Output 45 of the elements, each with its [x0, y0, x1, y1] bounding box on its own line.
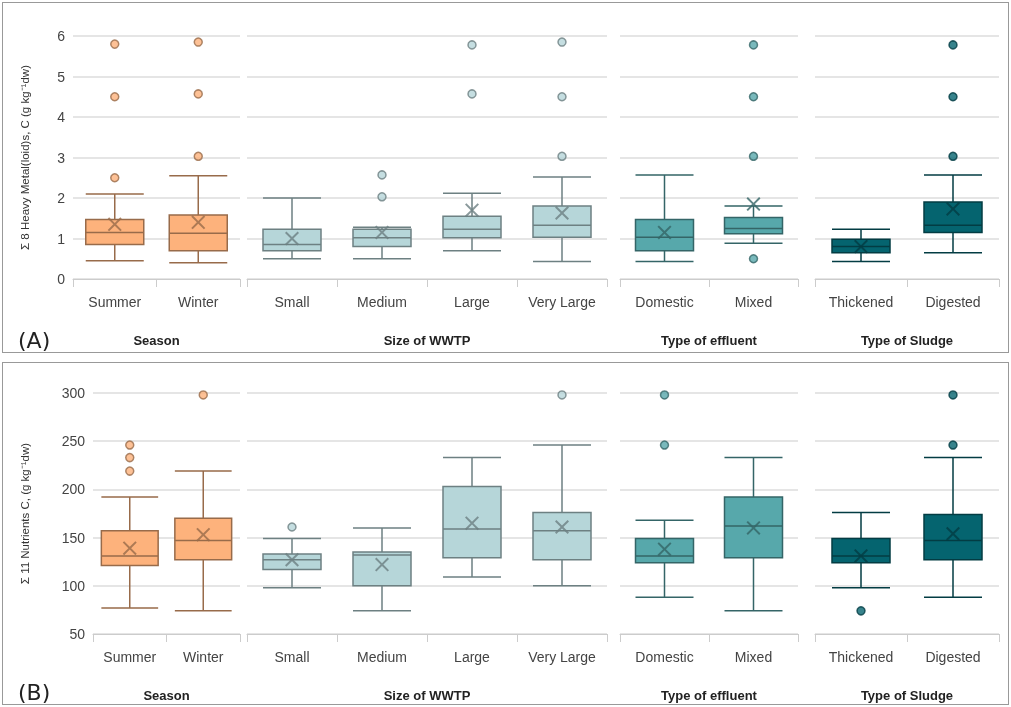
x-axis-title: Size of WWTP	[383, 333, 471, 348]
x-axis-title: Season	[143, 688, 190, 703]
x-tick-label: Small	[274, 649, 310, 665]
y-tick-label: 1	[57, 230, 66, 247]
text: (B)	[18, 679, 51, 705]
x-tick-label: Thickened	[828, 649, 894, 665]
y-axis-title: Σ 11 Nutrients C, (g kg⁻¹dw)	[19, 442, 31, 585]
y-tick-label: 4	[57, 109, 66, 125]
x-tick-label: Summer	[88, 294, 142, 310]
x-tick-label: Winter	[183, 649, 224, 665]
x-tick-label: Small	[274, 294, 310, 310]
y-tick-label: 100	[61, 577, 86, 594]
y-tick-label: 3	[57, 149, 66, 166]
x-axis-title: Season	[133, 333, 180, 348]
x-tick-label: Mixed	[734, 294, 773, 310]
x-tick-label: Medium	[357, 649, 407, 665]
x-axis-title: Type of Sludge	[860, 333, 954, 348]
x-tick-label: Winter	[178, 294, 219, 310]
y-tick-label: 250	[61, 433, 86, 450]
x-tick-label: Domestic	[635, 649, 694, 665]
x-tick-label: Mixed	[734, 649, 773, 665]
x-tick-label: Large	[454, 294, 491, 310]
y-tick-label: 6	[57, 28, 66, 44]
y-tick-label: 50	[69, 626, 86, 642]
x-axis-title: Type of Sludge	[860, 688, 954, 703]
y-axis-title: Σ 8 Heavy Metal(loid)s, C (g kg⁻¹dw)	[19, 64, 31, 250]
x-tick-label: Very Large	[528, 294, 597, 310]
x-tick-label: Large	[454, 649, 491, 665]
x-tick-label: Very Large	[528, 649, 597, 665]
x-axis-title: Type of effluent	[661, 688, 758, 703]
text: (A)	[18, 327, 51, 353]
y-tick-label: 300	[61, 385, 86, 401]
y-tick-label: 2	[57, 190, 66, 206]
y-tick-label: 0	[57, 271, 66, 287]
y-tick-label: 200	[61, 481, 86, 498]
x-tick-label: Digested	[925, 649, 981, 665]
x-tick-label: Summer	[103, 649, 157, 665]
x-tick-label: Medium	[357, 294, 407, 310]
x-tick-label: Domestic	[635, 294, 694, 310]
x-axis-title: Type of effluent	[661, 333, 758, 348]
x-tick-label: Digested	[925, 294, 981, 310]
x-tick-label: Thickened	[828, 294, 894, 310]
y-tick-label: 5	[57, 68, 66, 85]
x-axis-title: Size of WWTP	[383, 688, 471, 703]
y-tick-label: 150	[61, 529, 86, 546]
